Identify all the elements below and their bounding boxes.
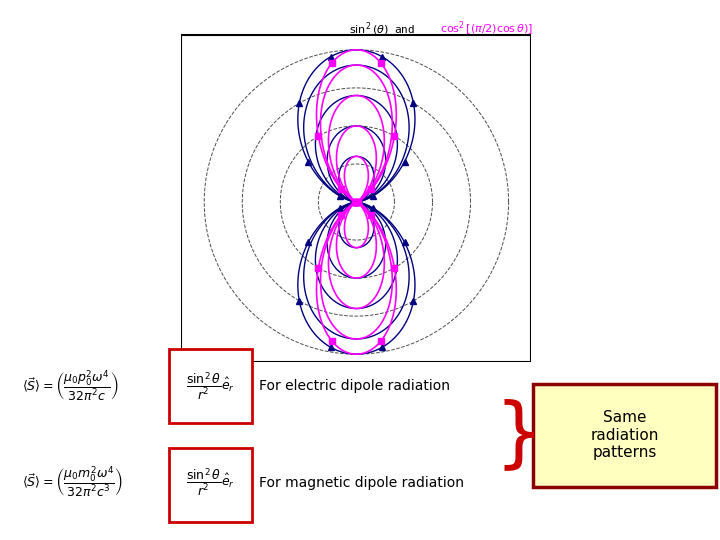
FancyBboxPatch shape [169, 448, 252, 522]
Text: For magnetic dipole radiation: For magnetic dipole radiation [259, 476, 464, 490]
Text: $\sin^2(\theta)$ and: $\sin^2(\theta)$ and [348, 20, 416, 38]
Text: $\langle\vec{S}\rangle = \left(\dfrac{\mu_0 m_0^2\omega^4}{32\pi^2 c^3}\right)$: $\langle\vec{S}\rangle = \left(\dfrac{\m… [22, 465, 122, 500]
Text: Same
radiation
patterns: Same radiation patterns [591, 410, 659, 460]
Text: $\dfrac{\sin^2\theta}{r^2}\hat{e}_r$: $\dfrac{\sin^2\theta}{r^2}\hat{e}_r$ [186, 467, 235, 498]
Text: $\cos^2[(\pi/2)\cos\theta)]$: $\cos^2[(\pi/2)\cos\theta)]$ [440, 19, 534, 38]
Text: $\dfrac{\sin^2\theta}{r^2}\hat{e}_r$: $\dfrac{\sin^2\theta}{r^2}\hat{e}_r$ [186, 370, 235, 402]
Text: For electric dipole radiation: For electric dipole radiation [259, 379, 450, 393]
FancyBboxPatch shape [533, 384, 716, 487]
Text: }: } [494, 399, 543, 472]
Text: $\langle\vec{S}\rangle = \left(\dfrac{\mu_0 p_0^2\omega^4}{32\pi^2 c}\right)$: $\langle\vec{S}\rangle = \left(\dfrac{\m… [22, 368, 118, 404]
FancyBboxPatch shape [169, 349, 252, 423]
